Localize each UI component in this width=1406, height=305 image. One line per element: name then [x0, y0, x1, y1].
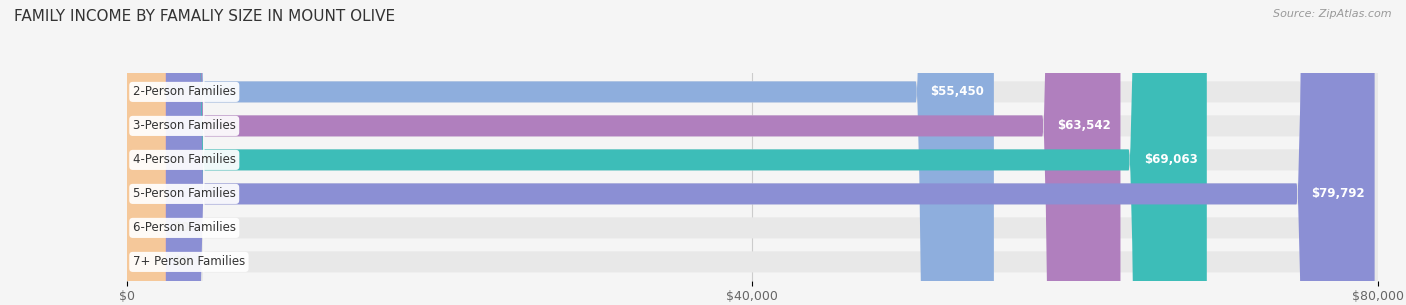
Text: 2-Person Families: 2-Person Families: [132, 85, 236, 99]
FancyBboxPatch shape: [127, 0, 1121, 305]
FancyBboxPatch shape: [127, 0, 994, 305]
FancyBboxPatch shape: [127, 0, 1378, 305]
Text: 7+ Person Families: 7+ Person Families: [132, 255, 245, 268]
Text: Source: ZipAtlas.com: Source: ZipAtlas.com: [1274, 9, 1392, 19]
FancyBboxPatch shape: [127, 0, 1378, 305]
Text: $79,792: $79,792: [1312, 187, 1365, 200]
FancyBboxPatch shape: [127, 0, 1378, 305]
Text: FAMILY INCOME BY FAMALIY SIZE IN MOUNT OLIVE: FAMILY INCOME BY FAMALIY SIZE IN MOUNT O…: [14, 9, 395, 24]
FancyBboxPatch shape: [127, 0, 166, 305]
Text: 3-Person Families: 3-Person Families: [132, 119, 236, 132]
Text: $0: $0: [173, 255, 190, 268]
FancyBboxPatch shape: [127, 0, 1378, 305]
Text: 4-Person Families: 4-Person Families: [132, 153, 236, 167]
Text: $63,542: $63,542: [1057, 119, 1111, 132]
FancyBboxPatch shape: [127, 0, 1378, 305]
FancyBboxPatch shape: [127, 0, 1206, 305]
Text: $55,450: $55,450: [931, 85, 984, 99]
Text: 5-Person Families: 5-Person Families: [132, 187, 236, 200]
FancyBboxPatch shape: [127, 0, 1375, 305]
Text: $69,063: $69,063: [1143, 153, 1198, 167]
Text: 6-Person Families: 6-Person Families: [132, 221, 236, 235]
FancyBboxPatch shape: [127, 0, 166, 305]
Text: $0: $0: [173, 221, 190, 235]
FancyBboxPatch shape: [127, 0, 1378, 305]
